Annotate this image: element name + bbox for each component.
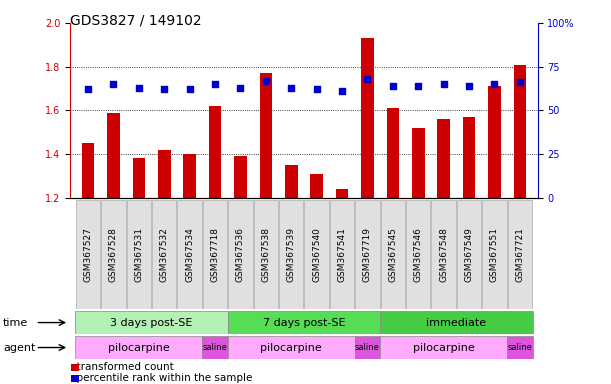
- Text: GSM367527: GSM367527: [84, 227, 92, 282]
- Text: 7 days post-SE: 7 days post-SE: [263, 318, 345, 328]
- Point: [287, 84, 296, 91]
- FancyBboxPatch shape: [228, 336, 355, 359]
- Point: [210, 81, 220, 87]
- FancyBboxPatch shape: [75, 336, 202, 359]
- Text: GSM367721: GSM367721: [516, 227, 524, 282]
- FancyBboxPatch shape: [126, 200, 151, 309]
- Text: pilocarpine: pilocarpine: [260, 343, 322, 353]
- Point: [83, 86, 93, 93]
- Point: [414, 83, 423, 89]
- Point: [109, 81, 119, 87]
- Text: saline: saline: [355, 343, 380, 352]
- Text: time: time: [3, 318, 28, 328]
- Bar: [335, 189, 348, 198]
- Text: GSM367541: GSM367541: [337, 227, 346, 282]
- FancyBboxPatch shape: [507, 336, 533, 359]
- Point: [464, 83, 474, 89]
- FancyBboxPatch shape: [203, 200, 227, 309]
- Point: [439, 81, 448, 87]
- Text: GSM367534: GSM367534: [185, 227, 194, 282]
- FancyBboxPatch shape: [254, 200, 278, 309]
- Text: GSM367540: GSM367540: [312, 227, 321, 282]
- Text: saline: saline: [508, 343, 532, 352]
- Text: pilocarpine: pilocarpine: [108, 343, 170, 353]
- FancyBboxPatch shape: [482, 200, 507, 309]
- Bar: [260, 73, 273, 198]
- Bar: [133, 159, 145, 198]
- FancyBboxPatch shape: [380, 311, 533, 334]
- Text: GSM367545: GSM367545: [389, 227, 397, 282]
- Text: GSM367538: GSM367538: [262, 227, 271, 282]
- FancyBboxPatch shape: [152, 200, 177, 309]
- FancyBboxPatch shape: [380, 336, 507, 359]
- Text: agent: agent: [3, 343, 35, 353]
- Bar: [234, 156, 247, 198]
- Bar: [488, 86, 501, 198]
- FancyBboxPatch shape: [355, 336, 380, 359]
- Text: GSM367719: GSM367719: [363, 227, 372, 282]
- FancyBboxPatch shape: [381, 200, 405, 309]
- Text: GSM367539: GSM367539: [287, 227, 296, 282]
- Text: GSM367528: GSM367528: [109, 227, 118, 282]
- Point: [388, 83, 398, 89]
- Text: transformed count: transformed count: [70, 362, 174, 372]
- Point: [261, 78, 271, 84]
- Text: GSM367532: GSM367532: [159, 227, 169, 282]
- FancyBboxPatch shape: [177, 200, 202, 309]
- Point: [185, 86, 194, 93]
- Point: [515, 79, 525, 86]
- Bar: [209, 106, 221, 198]
- Bar: [463, 117, 475, 198]
- Text: percentile rank within the sample: percentile rank within the sample: [70, 373, 252, 383]
- Text: GSM367546: GSM367546: [414, 227, 423, 282]
- Text: GDS3827 / 149102: GDS3827 / 149102: [70, 13, 202, 27]
- Bar: [285, 165, 298, 198]
- FancyBboxPatch shape: [508, 200, 532, 309]
- FancyBboxPatch shape: [202, 336, 228, 359]
- Point: [312, 86, 321, 93]
- Point: [362, 76, 372, 82]
- Text: GSM367549: GSM367549: [464, 227, 474, 282]
- Text: GSM367551: GSM367551: [490, 227, 499, 282]
- Text: immediate: immediate: [426, 318, 486, 328]
- Bar: [107, 113, 120, 198]
- Bar: [361, 38, 374, 198]
- Bar: [82, 143, 94, 198]
- Bar: [437, 119, 450, 198]
- Point: [236, 84, 246, 91]
- Text: GSM367531: GSM367531: [134, 227, 144, 282]
- Text: GSM367718: GSM367718: [211, 227, 219, 282]
- Bar: [514, 65, 526, 198]
- Point: [159, 86, 169, 93]
- Point: [134, 84, 144, 91]
- FancyBboxPatch shape: [75, 311, 228, 334]
- FancyBboxPatch shape: [279, 200, 304, 309]
- FancyBboxPatch shape: [406, 200, 431, 309]
- FancyBboxPatch shape: [355, 200, 379, 309]
- FancyBboxPatch shape: [457, 200, 481, 309]
- FancyBboxPatch shape: [101, 200, 126, 309]
- FancyBboxPatch shape: [330, 200, 354, 309]
- Text: GSM367536: GSM367536: [236, 227, 245, 282]
- Text: GSM367548: GSM367548: [439, 227, 448, 282]
- Bar: [412, 128, 425, 198]
- FancyBboxPatch shape: [229, 200, 253, 309]
- FancyBboxPatch shape: [304, 200, 329, 309]
- Bar: [158, 150, 170, 198]
- FancyBboxPatch shape: [228, 311, 380, 334]
- Bar: [310, 174, 323, 198]
- Bar: [387, 108, 399, 198]
- Point: [337, 88, 347, 94]
- Point: [489, 81, 499, 87]
- Text: saline: saline: [203, 343, 227, 352]
- FancyBboxPatch shape: [431, 200, 456, 309]
- FancyBboxPatch shape: [76, 200, 100, 309]
- Text: pilocarpine: pilocarpine: [413, 343, 475, 353]
- Text: 3 days post-SE: 3 days post-SE: [111, 318, 192, 328]
- Bar: [183, 154, 196, 198]
